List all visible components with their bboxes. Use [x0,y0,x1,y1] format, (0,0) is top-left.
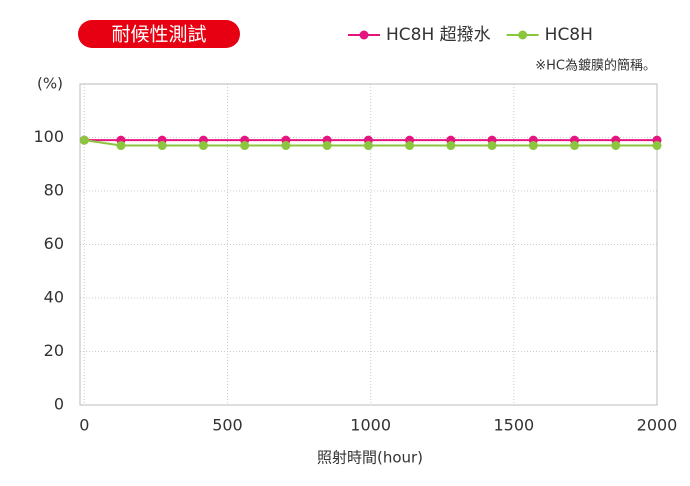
y-axis-label: (%) [37,75,63,93]
legend-swatch [518,30,528,40]
legend-label: HC8H 超撥水 [386,25,491,45]
data-point [611,141,621,151]
data-point [405,141,415,151]
note: ※HC為鍍膜的簡稱。 [535,58,656,74]
data-point [157,141,167,151]
data-point [363,141,373,151]
x-axis-label: 照射時間(hour) [317,449,423,467]
plot-frame [79,83,658,406]
data-point [446,141,456,151]
data-point [116,141,126,151]
legend-label: HC8H [545,25,593,45]
legend-swatch [359,30,369,40]
x-tick-label: 1500 [493,416,534,435]
y-tick-label: 20 [44,341,64,360]
data-point [79,135,89,145]
y-tick-label: 80 [44,181,64,200]
data-point [652,141,662,151]
chart-title: 耐候性測試 [111,24,206,46]
data-point [240,141,250,151]
data-point [487,141,497,151]
y-tick-label: 100 [33,127,64,146]
y-tick-label: 60 [44,234,64,253]
x-tick-label: 0 [79,416,89,435]
data-point [528,141,538,151]
x-tick-label: 500 [212,416,243,435]
y-tick-label: 40 [44,288,64,307]
y-tick-label: 0 [54,395,64,414]
x-tick-label: 1000 [350,416,391,435]
data-point [281,141,291,151]
x-tick-label: 2000 [637,416,678,435]
data-point [198,141,208,151]
title-badge [78,20,240,48]
data-point [322,141,332,151]
data-point [570,141,580,151]
